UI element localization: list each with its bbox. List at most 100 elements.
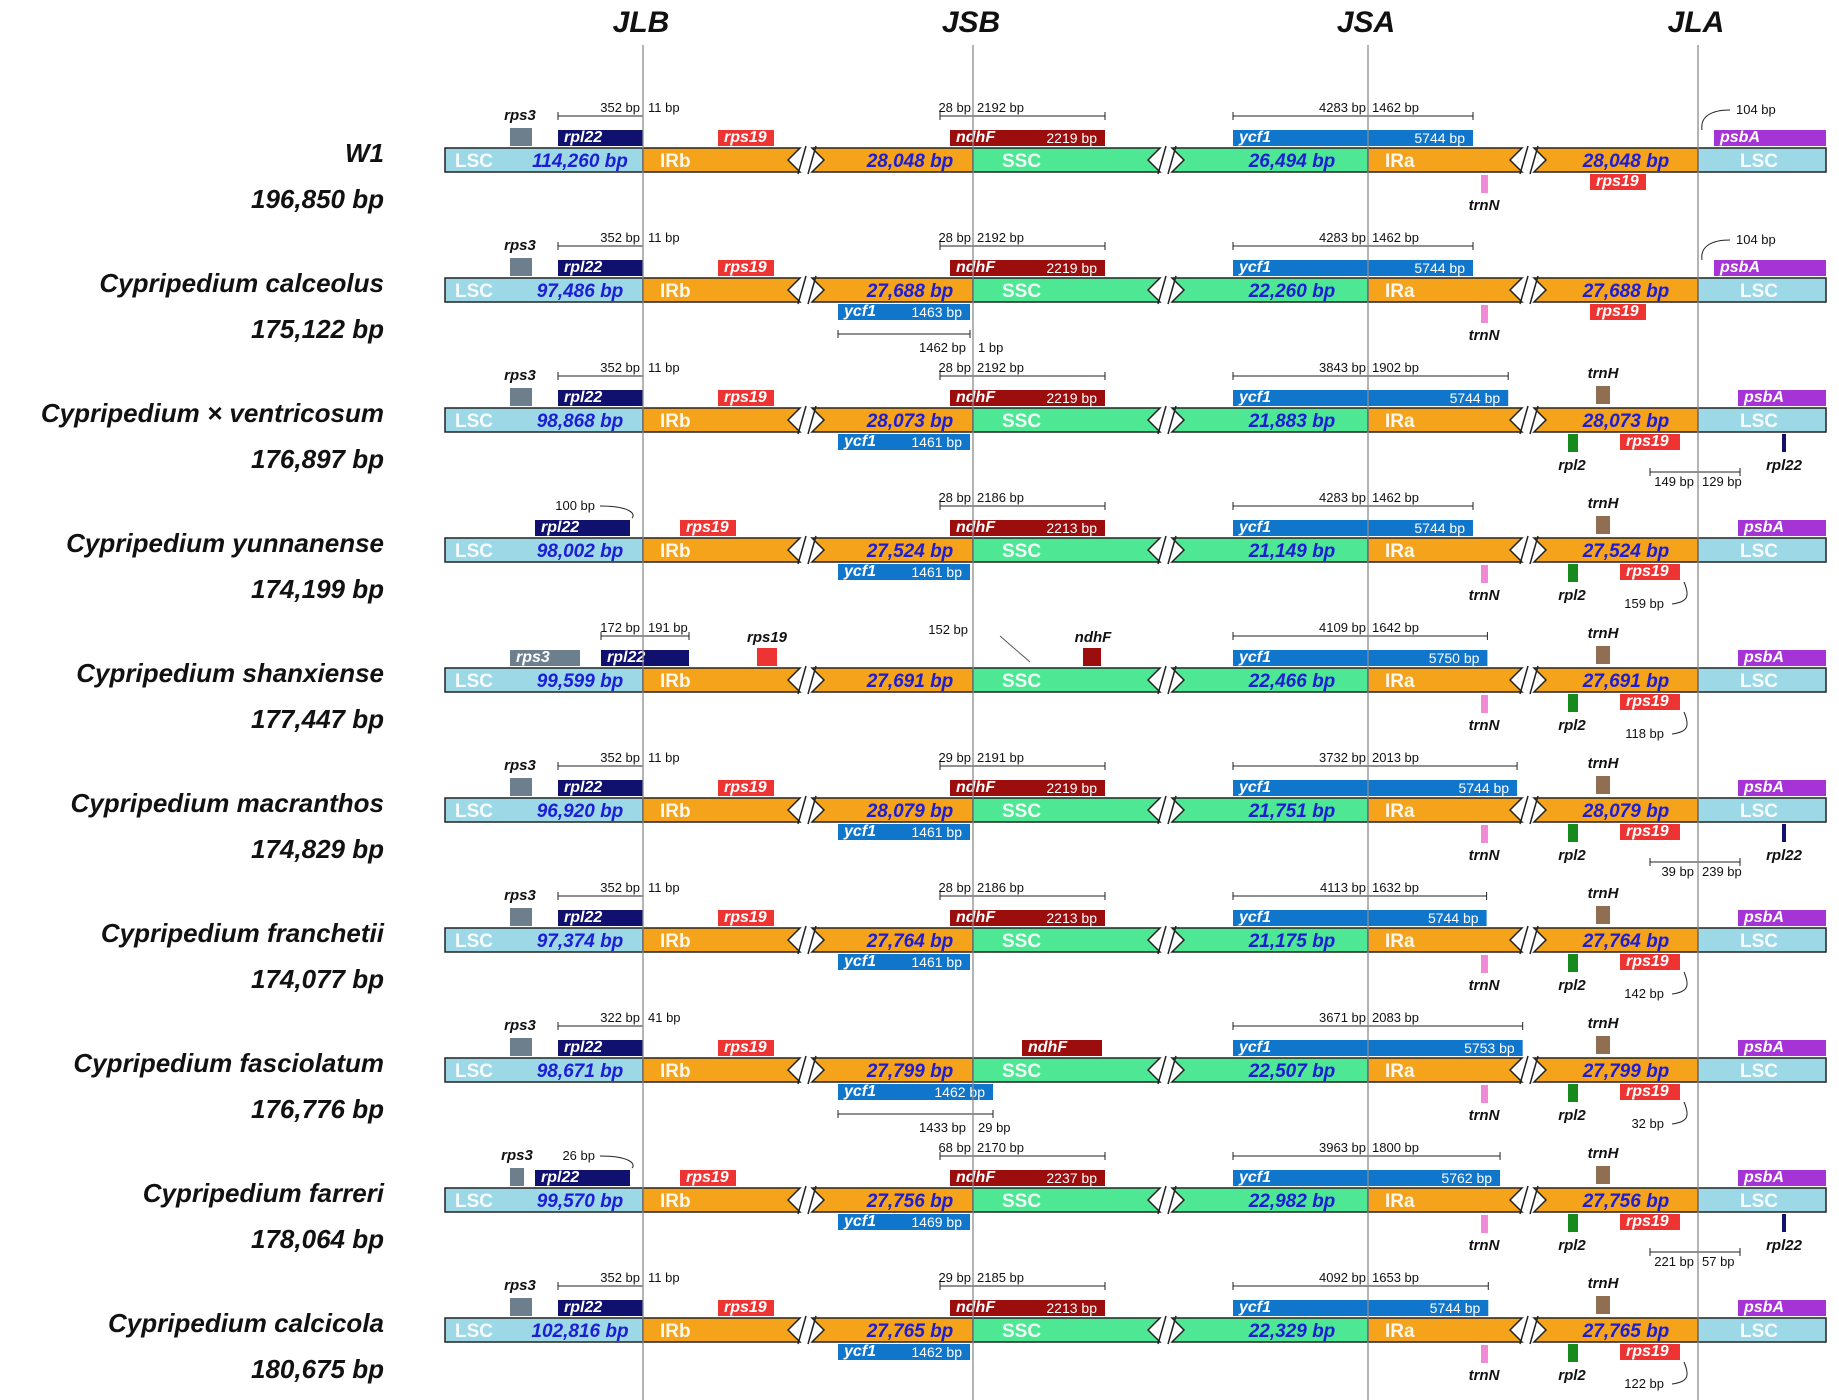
rpl22-ira-label: rpl22 <box>1766 457 1803 474</box>
ycf1-ir-gene-label: ycf1 <box>843 953 876 970</box>
break-mark-2-b <box>1529 1315 1539 1345</box>
ycf1-ir-gene: ycf1 1461 bp <box>838 563 970 580</box>
jsb-right-bp: 2192 bp <box>977 230 1024 245</box>
rps19-gene-box <box>718 1300 774 1316</box>
lsc-length: 98,671 bp <box>537 1061 624 1082</box>
psba-gene-box <box>1738 520 1826 536</box>
ndhf-distance-bp: 152 bp <box>928 622 968 637</box>
rpl2-label: rpl2 <box>1558 1367 1586 1384</box>
break-mark-2-a <box>1519 1055 1529 1085</box>
irb-label: IRb <box>660 801 691 822</box>
rps19-distance-bp: 118 bp <box>1625 726 1664 741</box>
psba-distance-bp: 104 bp <box>1736 102 1776 117</box>
irb-segment-right <box>810 407 974 433</box>
lsc-label: LSC <box>455 541 493 562</box>
psba-gene-label: psbA <box>1743 649 1784 666</box>
ira-segment-right <box>1532 927 1699 953</box>
jsa-left-bp: 4283 bp <box>1319 490 1366 505</box>
ssc-length: 21,883 bp <box>1248 411 1336 432</box>
break-mark-2-a <box>1519 145 1529 175</box>
rpl22-gene-box <box>558 390 643 406</box>
irb-label: IRb <box>660 931 691 952</box>
ndhf-gene: ndhF 2213 bp <box>950 1299 1105 1316</box>
ssc-label: SSC <box>1002 151 1041 172</box>
ycf1-ir-gene-label: ycf1 <box>843 1083 876 1100</box>
ssc-segment-right <box>1170 1317 1369 1343</box>
lsc-left-segment <box>444 537 644 563</box>
junction-title-jlb: JLB <box>613 6 670 39</box>
ycf1-ssc-gene-label: ycf1 <box>1238 1169 1271 1186</box>
rps19-gene-label: rps19 <box>724 779 767 796</box>
genome-row-9: Cypripedium farreri 178,064 bp LSC LSC IRb SS… <box>143 1140 1827 1269</box>
jsa-left-bp: 3671 bp <box>1319 1010 1366 1025</box>
psba-gene-label: psbA <box>1719 129 1760 146</box>
rps3-label: rps3 <box>504 1277 536 1294</box>
rps19-distance-arrow <box>1671 1101 1688 1125</box>
rpl2-label: rpl2 <box>1558 977 1586 994</box>
break-mark-1-b <box>1167 405 1177 435</box>
rps19-ira-gene-box <box>1620 434 1680 450</box>
irb-segment-right <box>810 1317 974 1343</box>
ssc-label: SSC <box>1002 1061 1041 1082</box>
ira-label: IRa <box>1385 541 1415 562</box>
trnn-gene <box>1481 955 1488 973</box>
lsc-length: 114,260 bp <box>532 151 628 172</box>
jla-left-bp: 39 bp <box>1661 864 1694 879</box>
irb-segment-right <box>810 1057 974 1083</box>
break-mark-1-b <box>1167 275 1177 305</box>
ycf1-ir-gene-length: 1461 bp <box>911 954 962 970</box>
break-mark-1-a <box>1157 1055 1167 1085</box>
psba-distance-arrow <box>1701 239 1731 261</box>
jsa-right-bp: 2083 bp <box>1372 1010 1419 1025</box>
species-name: Cypripedium fasciolatum <box>73 1048 384 1078</box>
jsb-left-bp: 28 bp <box>938 360 971 375</box>
lsc-right-segment <box>1697 147 1827 173</box>
break-mark-1-a <box>1157 925 1167 955</box>
jsb-below-left-bp: 1433 bp <box>919 1120 966 1135</box>
ndhf-gene-label: ndhF <box>956 259 996 276</box>
rps3-gene-box <box>510 650 580 666</box>
rps3-gene <box>510 1298 532 1316</box>
rps19-ira-gene: rps19 <box>1620 433 1680 450</box>
trnn-label: trnN <box>1469 587 1501 604</box>
ycf1-ssc-gene-box <box>1233 1300 1489 1316</box>
ycf1-ssc-gene-box <box>1233 1170 1501 1186</box>
ycf1-ir-gene-length: 1463 bp <box>911 304 962 320</box>
jsb-left-bp: 29 bp <box>938 1270 971 1285</box>
ira-length: 27,691 bp <box>1582 671 1670 692</box>
rpl2-gene <box>1568 434 1578 452</box>
rpl2-label: rpl2 <box>1558 587 1586 604</box>
ndhf-gene: ndhF 2213 bp <box>950 909 1105 926</box>
rps19-distance-arrow <box>1671 581 1688 605</box>
jsb-right-bp: 2186 bp <box>977 880 1024 895</box>
ycf1-ssc-gene-box <box>1233 780 1518 796</box>
ycf1-ssc-gene-length: 5753 bp <box>1464 1040 1515 1056</box>
rps19-gene-box <box>718 390 774 406</box>
jsa-measure <box>1232 242 1474 250</box>
rpl2-label: rpl2 <box>1558 717 1586 734</box>
ndhf-gene-length: 2213 bp <box>1046 520 1097 536</box>
break-mark-0-a <box>797 925 807 955</box>
jla-measure <box>1649 1248 1741 1256</box>
ycf1-ir-gene: ycf1 1461 bp <box>838 953 970 970</box>
break-mark-0-a <box>797 405 807 435</box>
ycf1-ir-gene-label: ycf1 <box>843 433 876 450</box>
break-mark-1-b <box>1167 535 1177 565</box>
break-mark-2-b <box>1529 925 1539 955</box>
lsc-right-segment <box>1697 1057 1827 1083</box>
rps3-gene <box>510 128 532 146</box>
lsc-length: 97,374 bp <box>537 931 624 952</box>
irb-label: IRb <box>660 1321 691 1342</box>
trnn-label: trnN <box>1469 977 1501 994</box>
lsc-left-segment <box>444 797 644 823</box>
lsc-right-segment <box>1697 1317 1827 1343</box>
ndhf-gene-label: ndhF <box>1028 1039 1068 1056</box>
irb-label: IRb <box>660 541 691 562</box>
jsb-measure <box>939 502 1106 510</box>
ycf1-ir-gene: ycf1 1461 bp <box>838 823 970 840</box>
ycf1-ssc-gene: ycf1 5744 bp <box>1233 519 1473 536</box>
lsc-length: 98,002 bp <box>537 541 624 562</box>
jsb-left-bp: 29 bp <box>938 750 971 765</box>
rpl22-gene: rpl22 <box>601 649 689 666</box>
species-name: Cypripedium farreri <box>143 1178 385 1208</box>
